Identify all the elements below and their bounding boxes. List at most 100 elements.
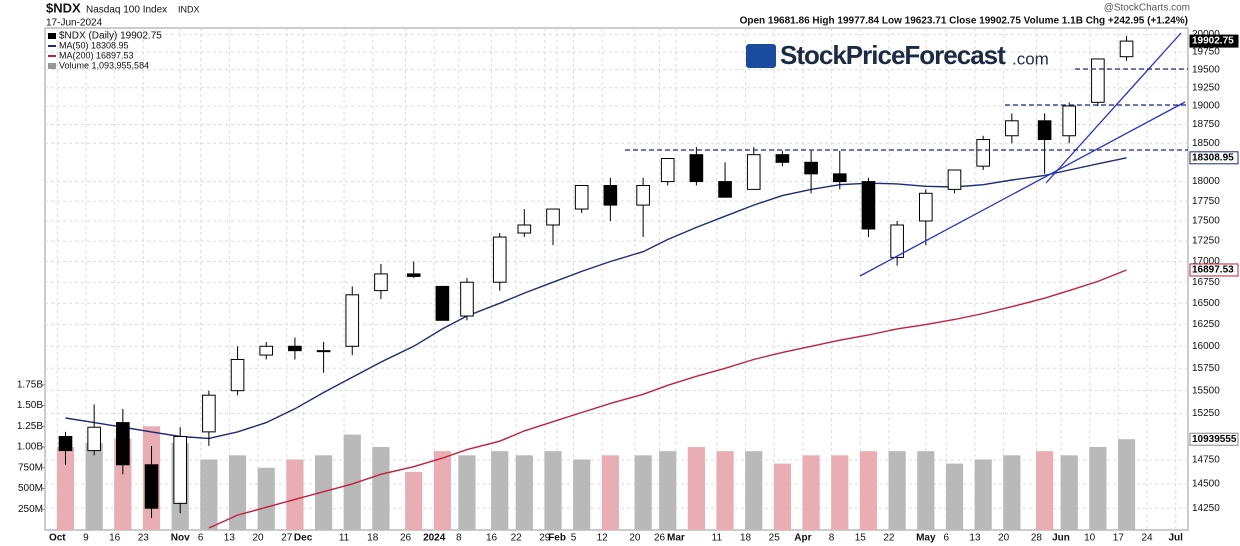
y-tick-label: 16500 (1192, 298, 1220, 309)
trend-lines (625, 32, 1188, 277)
volume-bar (859, 451, 878, 530)
y2-tick-label: 750M (18, 462, 43, 473)
volume-bar (257, 467, 275, 530)
candle-body (804, 161, 818, 175)
candle-body (976, 139, 990, 167)
candle-body (603, 184, 618, 206)
x-tick-label: 13 (969, 533, 981, 544)
candle-body (1037, 120, 1052, 141)
date: 17-Jun-2024 (46, 18, 103, 29)
y2-tick-label: 500M (18, 483, 43, 494)
volume-bar (1003, 455, 1021, 530)
x-tick-label: Jun (1052, 533, 1070, 544)
volume-bar (200, 459, 218, 530)
volume-bar (544, 451, 562, 530)
volume-bar (745, 451, 763, 530)
y-tick-label: 17000 (1192, 256, 1220, 267)
volume-bar (888, 451, 906, 530)
candle-body (288, 345, 302, 352)
x-tick-label: 17 (1113, 533, 1125, 544)
candle-body (58, 436, 73, 452)
x-tick-label: 2024 (423, 533, 446, 544)
x-tick-label: 18 (367, 533, 379, 544)
x-tick-label: 22 (883, 533, 895, 544)
x-tick-label: Feb (548, 533, 566, 544)
candle-body (1062, 105, 1077, 137)
volume-bar (85, 442, 103, 530)
y-tick-label: 18000 (1192, 176, 1220, 187)
x-tick-label: 10 (1084, 533, 1096, 544)
candle-body (890, 224, 904, 258)
candle-body (546, 208, 560, 226)
x-tick-label: 27 (281, 533, 293, 544)
y-tick-label: 19250 (1192, 82, 1220, 93)
x-tick-label: 15 (855, 533, 867, 544)
value-box-label: 18308.95 (1192, 152, 1234, 163)
y-tick-label: 18750 (1192, 119, 1220, 130)
y-tick-label: 19500 (1192, 64, 1220, 75)
brand-suffix: .com (1012, 49, 1049, 68)
grid (45, 28, 1188, 530)
y-tick-label: 14500 (1192, 479, 1220, 490)
candle-body (832, 173, 847, 183)
candle-body (947, 169, 962, 190)
x-tick-label: 8 (829, 533, 835, 544)
x-tick-label: 16 (486, 533, 498, 544)
y-tick-label: 14250 (1192, 503, 1220, 514)
brand: StockPriceForecast (780, 40, 1006, 70)
value-box (1189, 432, 1239, 446)
candle-body (861, 181, 876, 230)
y-tick-label: 16750 (1192, 277, 1220, 288)
candle-body (87, 426, 101, 452)
y-tick-label: 17500 (1192, 216, 1220, 227)
x-tick-label: 16 (109, 533, 121, 544)
x-tick-label: 24 (1141, 533, 1153, 544)
x-tick-label: 13 (224, 533, 236, 544)
x-tick-label: 5 (571, 533, 577, 544)
candle-body (636, 184, 650, 206)
candle-body (492, 236, 507, 283)
candle-body (202, 394, 216, 433)
volume-bar (773, 463, 792, 530)
volume-bar (1117, 439, 1136, 530)
x-tick-label: Apr (794, 533, 811, 544)
x-tick-label: Mar (667, 533, 685, 544)
x-tick-label: 9 (83, 533, 89, 544)
volume-bar (56, 447, 75, 530)
trend-line (1045, 32, 1182, 184)
x-tick-label: 8 (456, 533, 462, 544)
value-box-label: 10939555 (1192, 434, 1237, 445)
x-tick-label: 20 (629, 533, 641, 544)
x-tick-label: 6 (198, 533, 204, 544)
candle-body (1119, 40, 1134, 58)
subtitle: Nasdaq 100 Index (86, 5, 167, 16)
y-tick-label: 18500 (1192, 138, 1220, 149)
axes: 20000 19750 19500 19250 19000 18750 18500 18000… (17, 29, 1239, 544)
legend-swatch (48, 63, 56, 69)
volume-bar (831, 455, 849, 530)
volume-bar (687, 447, 705, 530)
exchange: INDX (178, 4, 200, 14)
y-tick-label: 16250 (1192, 319, 1220, 330)
value-box (1189, 151, 1239, 165)
x-tick-label: Nov (171, 533, 190, 544)
x-tick-label: 28 (1031, 533, 1043, 544)
ma-line (208, 269, 1127, 529)
value-box (1189, 34, 1239, 48)
source: @StockCharts.com (1104, 3, 1190, 14)
volume-bar (1089, 447, 1107, 530)
candles (58, 35, 1134, 519)
candle-body (460, 281, 474, 317)
candle-body (345, 294, 360, 347)
y-tick-label: 15500 (1192, 385, 1220, 396)
candle-body (230, 358, 245, 392)
volume-bar (228, 455, 247, 530)
volume-bar (945, 463, 964, 530)
legend-entry: MA(50) 18308.95 (59, 40, 129, 50)
legend-entry: MA(200) 16897.53 (59, 50, 134, 60)
volume-bar (802, 455, 820, 530)
volume-bar (716, 451, 734, 530)
candle-body (718, 181, 732, 198)
x-tick-label: 11 (712, 533, 723, 544)
